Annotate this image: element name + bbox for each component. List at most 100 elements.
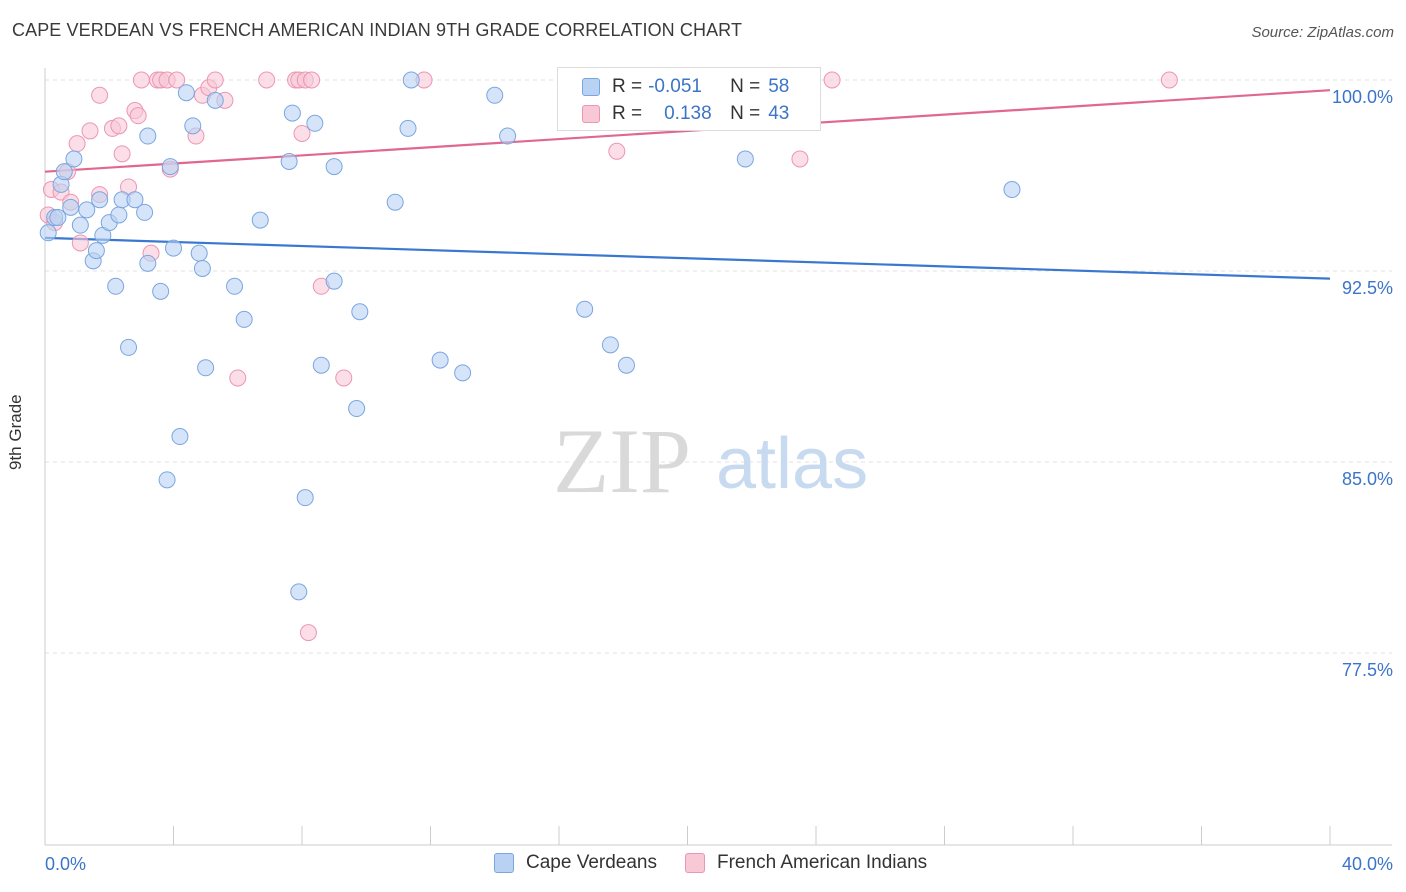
point-cape-verdean bbox=[601, 336, 619, 354]
x-tick-label: 40.0% bbox=[1342, 854, 1393, 874]
y-tick-label: 92.5% bbox=[1342, 278, 1393, 298]
point-cape-verdean bbox=[39, 224, 57, 242]
point-cape-verdean bbox=[736, 150, 754, 168]
point-french-american-indian bbox=[791, 150, 809, 168]
point-french-american-indian bbox=[168, 71, 186, 89]
point-cape-verdean bbox=[91, 191, 109, 209]
legend-n-label: N = bbox=[730, 76, 761, 97]
point-cape-verdean bbox=[152, 282, 170, 300]
grid-lines bbox=[45, 79, 1392, 654]
trend-line-cape-verdean bbox=[44, 236, 1331, 280]
point-cape-verdean bbox=[399, 119, 417, 137]
point-cape-verdean bbox=[251, 211, 269, 229]
legend-swatch-blue bbox=[494, 853, 514, 873]
point-cape-verdean bbox=[107, 277, 125, 295]
point-cape-verdean bbox=[402, 71, 420, 89]
point-cape-verdean bbox=[126, 191, 144, 209]
legend-r-value: -0.051 bbox=[648, 76, 702, 97]
axes bbox=[44, 68, 1392, 846]
tick-labels: 100.0% 92.5% 85.0% 77.5% 0.0% 40.0% bbox=[45, 87, 1393, 874]
point-cape-verdean bbox=[65, 150, 83, 168]
point-cape-verdean bbox=[283, 104, 301, 122]
point-french-american-indian bbox=[335, 369, 353, 387]
x-tick-label: 0.0% bbox=[45, 854, 86, 874]
point-cape-verdean bbox=[87, 242, 105, 260]
point-french-american-indian bbox=[110, 117, 128, 135]
point-cape-verdean bbox=[161, 158, 179, 176]
watermark-zip: ZIP bbox=[553, 410, 691, 512]
point-cape-verdean bbox=[206, 91, 224, 109]
point-french-american-indian bbox=[132, 71, 150, 89]
point-cape-verdean bbox=[348, 400, 366, 418]
legend-swatch-pink bbox=[582, 105, 600, 123]
point-cape-verdean bbox=[386, 193, 404, 211]
point-french-american-indian bbox=[68, 135, 86, 153]
point-cape-verdean bbox=[110, 206, 128, 224]
chart-title: CAPE VERDEAN VS FRENCH AMERICAN INDIAN 9… bbox=[12, 20, 743, 40]
point-french-american-indian bbox=[206, 71, 224, 89]
series-legend: Cape Verdeans French American Indians bbox=[494, 852, 955, 874]
legend-row-french-american-indians: R = 0.138 N = 43 bbox=[582, 102, 789, 126]
legend-n-label: N = bbox=[730, 103, 761, 124]
point-cape-verdean bbox=[226, 277, 244, 295]
point-cape-verdean bbox=[136, 203, 154, 221]
point-cape-verdean bbox=[71, 216, 89, 234]
legend-swatch-blue bbox=[582, 78, 600, 96]
point-cape-verdean bbox=[486, 86, 504, 104]
legend-r-label: R = bbox=[612, 76, 643, 97]
point-cape-verdean bbox=[296, 489, 314, 507]
point-french-american-indian bbox=[129, 107, 147, 125]
point-french-american-indian bbox=[91, 86, 109, 104]
point-cape-verdean bbox=[325, 158, 343, 176]
y-axis-label: 9th Grade bbox=[6, 394, 25, 470]
point-cape-verdean bbox=[576, 300, 594, 318]
correlation-legend: R = -0.051 N = 58 R = 0.138 N = 43 bbox=[557, 67, 821, 131]
point-cape-verdean bbox=[193, 259, 211, 277]
point-cape-verdean bbox=[235, 310, 253, 328]
point-cape-verdean bbox=[184, 117, 202, 135]
point-french-american-indian bbox=[229, 369, 247, 387]
legend-label-cape-verdeans: Cape Verdeans bbox=[526, 852, 657, 873]
point-cape-verdean bbox=[158, 471, 176, 489]
point-french-american-indian bbox=[608, 142, 626, 160]
legend-label-french-american-indians: French American Indians bbox=[717, 852, 928, 873]
legend-item-cape-verdeans: Cape Verdeans bbox=[494, 852, 657, 874]
legend-r-value: 0.138 bbox=[664, 103, 712, 124]
point-cape-verdean bbox=[617, 356, 635, 374]
point-cape-verdean bbox=[139, 127, 157, 145]
point-cape-verdean bbox=[190, 244, 208, 262]
point-french-american-indian bbox=[823, 71, 841, 89]
point-cape-verdean bbox=[454, 364, 472, 382]
point-french-american-indian bbox=[299, 624, 317, 642]
point-cape-verdean bbox=[325, 272, 343, 290]
y-tick-label: 100.0% bbox=[1332, 87, 1393, 107]
point-cape-verdean bbox=[120, 338, 138, 356]
watermark-atlas: atlas bbox=[716, 424, 868, 504]
point-cape-verdean bbox=[280, 152, 298, 170]
point-cape-verdean bbox=[306, 114, 324, 132]
point-cape-verdean bbox=[177, 84, 195, 102]
point-french-american-indian bbox=[303, 71, 321, 89]
point-cape-verdean bbox=[49, 209, 67, 227]
legend-n-value: 58 bbox=[768, 76, 790, 97]
watermark: ZIP atlas bbox=[553, 410, 868, 512]
legend-row-cape-verdeans: R = -0.051 N = 58 bbox=[582, 75, 789, 99]
point-cape-verdean bbox=[499, 127, 517, 145]
point-cape-verdean bbox=[351, 303, 369, 321]
point-cape-verdean bbox=[197, 359, 215, 377]
point-cape-verdean bbox=[78, 201, 96, 219]
point-cape-verdean bbox=[55, 163, 73, 181]
point-french-american-indian bbox=[258, 71, 276, 89]
point-french-american-indian bbox=[293, 124, 311, 142]
point-cape-verdean bbox=[290, 583, 308, 601]
point-french-american-indian bbox=[113, 145, 131, 163]
point-cape-verdean bbox=[171, 428, 189, 446]
data-points bbox=[39, 71, 1178, 642]
source-label: Source: ZipAtlas.com bbox=[1251, 24, 1394, 41]
legend-r-label: R = bbox=[612, 103, 643, 124]
legend-item-french-american-indians: French American Indians bbox=[685, 852, 927, 874]
legend-n-value: 43 bbox=[768, 103, 790, 124]
point-cape-verdean bbox=[62, 198, 80, 216]
point-cape-verdean bbox=[312, 356, 330, 374]
